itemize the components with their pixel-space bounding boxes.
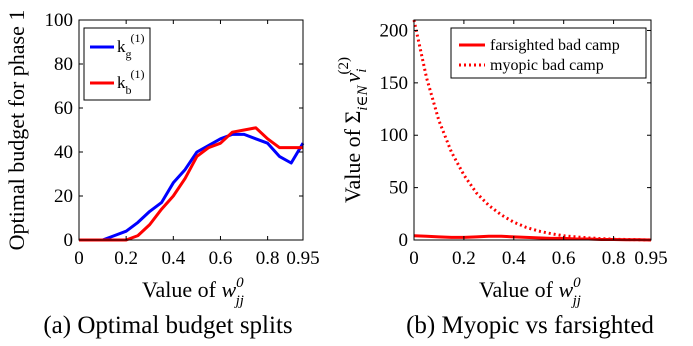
panel-b-xtick-label: 0.95 — [634, 248, 667, 269]
panel-a-x-axis-label: Value of w0 jj — [142, 275, 244, 309]
panel-b-xlabel-sub: jj — [571, 293, 581, 309]
panel-a-xlabel-sup: 0 — [236, 275, 244, 291]
panel-b-plot-frame — [413, 19, 652, 241]
panel-b: 0 0.2 0.4 0.6 0.8 0.95 0 50 100 150 200 farsighted… — [336, 19, 668, 339]
panel-b-x-axis-label: Value of w0 jj — [479, 275, 581, 309]
panel-b-xtick-label: 0.2 — [452, 248, 476, 269]
panel-b-ylabel-prefix: Value of Σ — [340, 111, 365, 203]
panel-a-series-0-line — [79, 132, 305, 242]
panel-a-ytick-label: 40 — [54, 142, 73, 163]
panel-b-xtick-label: 0 — [409, 248, 419, 269]
panel-b-ticks: 0 0.2 0.4 0.6 0.8 0.95 0 50 100 150 200 — [380, 20, 668, 269]
panel-b-ylabel-base: v — [340, 72, 365, 82]
panel-a-y-axis-label: Optimal budget for phase 1 — [4, 10, 29, 251]
panel-b-xlabel-prefix: Value of — [479, 277, 558, 302]
panel-b-legend: farsighted bad camp myopic bad camp — [450, 27, 647, 79]
panel-b-ytick-label: 0 — [399, 230, 409, 251]
legend-label-myopic: myopic bad camp — [490, 57, 604, 74]
legend-label-farsighted: farsighted bad camp — [490, 37, 620, 54]
panel-a-caption: (a) Optimal budget splits — [43, 312, 292, 339]
panel-a-plot-frame — [78, 19, 304, 241]
panel-b-caption: (b) Myopic vs farsighted — [406, 312, 654, 339]
legend-kb-sup: (1) — [131, 67, 145, 81]
panel-a-xtick-label: 0.8 — [256, 248, 280, 269]
panel-a-ytick-label: 60 — [54, 98, 73, 119]
panel-b-xtick-label: 0.4 — [502, 248, 526, 269]
panel-b-xlabel-sup: 0 — [573, 275, 581, 291]
panel-a-series-lines — [79, 126, 305, 242]
panel-b-y-axis-label: Value of Σi∈N vi(2) — [336, 57, 371, 203]
panel-b-ytick-label: 100 — [380, 125, 409, 146]
panel-b-ytick-label: 150 — [380, 73, 409, 94]
panel-a-legend-box — [83, 27, 151, 101]
panel-b-xtick-label: 0.6 — [552, 248, 576, 269]
panel-b-series-0-line — [413, 234, 652, 242]
legend-kg-sup: (1) — [131, 31, 145, 45]
legend-label-kb: kb (1) — [117, 67, 145, 97]
panel-b-ylabel-sum-sub: i∈N — [355, 84, 371, 110]
panel-a-ytick-label: 20 — [54, 186, 73, 207]
panel-b-xlabel-base: w — [558, 277, 573, 302]
panel-b-legend-box — [450, 27, 647, 79]
legend-kg-base: k — [117, 37, 126, 56]
legend-kb-sub: b — [126, 83, 132, 97]
panel-a-ytick-label: 100 — [45, 10, 74, 31]
legend-kg-sub: g — [126, 47, 132, 61]
legend-label-kg: kg (1) — [117, 31, 145, 61]
panel-b-series-1-line — [412, 19, 652, 242]
panel-a-xtick-label: 0.95 — [286, 248, 319, 269]
panel-a-xlabel-prefix: Value of — [142, 277, 221, 302]
panel-a-xtick-label: 0.6 — [209, 248, 233, 269]
panel-b-ytick-label: 200 — [380, 20, 409, 41]
panel-a-xlabel-sub: jj — [234, 293, 244, 309]
panel-b-ylabel-sup: (2) — [336, 57, 352, 75]
panel-b-xtick-label: 0.8 — [602, 248, 626, 269]
legend-kb-base: k — [117, 73, 126, 92]
panel-a-legend: kg(1) kb(1) — [83, 27, 151, 101]
panel-a-xlabel-base: w — [221, 277, 236, 302]
panel-b-ylabel-sub: i — [354, 69, 370, 73]
panel-a-ticks: 0 0.2 0.4 0.6 0.8 0.95 0 20 40 60 80 100 — [45, 10, 320, 269]
panel-b-ytick-label: 50 — [389, 178, 408, 199]
panel-a-xtick-label: 0 — [74, 248, 84, 269]
panel-a-ytick-label: 0 — [64, 230, 74, 251]
panel-a-xtick-label: 0.2 — [114, 248, 138, 269]
panel-a-xtick-label: 0.4 — [161, 248, 185, 269]
panel-a-ytick-label: 80 — [54, 54, 73, 75]
